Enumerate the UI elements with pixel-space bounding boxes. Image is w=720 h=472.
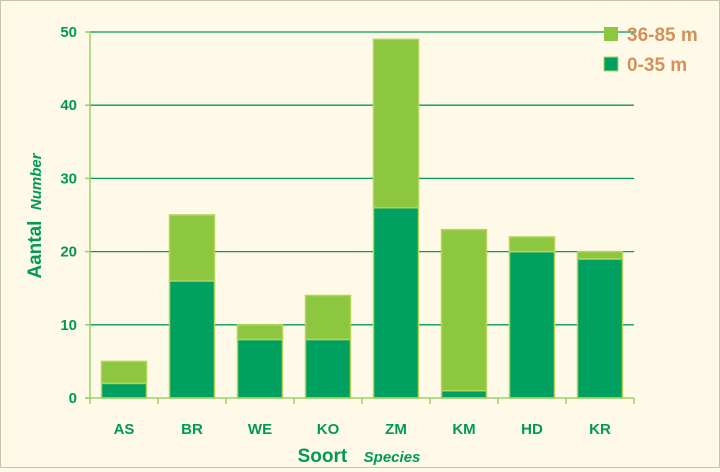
- y-tick-label-50: 50: [60, 24, 77, 41]
- bar-km-0-35: [440, 389, 488, 399]
- x-tick-label-zm: ZM: [385, 421, 407, 438]
- x-axis-title-sub: Species: [364, 449, 421, 466]
- bar-as-36-85: [100, 360, 148, 385]
- x-tick-label-br: BR: [181, 421, 203, 438]
- y-tick-label-30: 30: [60, 170, 77, 187]
- x-tick-label-hd: HD: [521, 421, 543, 438]
- x-tick-label-km: KM: [452, 421, 475, 438]
- bar-hd-36-85: [508, 236, 556, 253]
- legend-label-36-85: 36-85 m: [627, 25, 698, 46]
- bar-zm-36-85: [372, 38, 420, 209]
- bar-we-0-35: [236, 338, 284, 399]
- y-tick-label-40: 40: [60, 97, 77, 114]
- x-tick-labels: AS BR WE KO ZM KM HD KR: [114, 421, 611, 438]
- y-axis-title: Aantal Number: [25, 152, 46, 278]
- axes: [85, 31, 635, 404]
- y-tick-label-0: 0: [69, 390, 77, 407]
- bar-br-36-85: [168, 214, 216, 282]
- bar-br-0-35: [168, 280, 216, 399]
- x-axis-title-main: Soort: [298, 446, 348, 467]
- bar-km-36-85: [440, 228, 488, 392]
- y-tick-label-10: 10: [60, 317, 77, 334]
- y-axis-title-sub: Number: [28, 152, 45, 210]
- bar-zm-0-35: [372, 206, 420, 399]
- legend-swatch-0-35: [603, 56, 619, 72]
- bar-kr-0-35: [576, 258, 624, 399]
- x-tick-label-as: AS: [114, 421, 135, 438]
- bar-as-0-35: [100, 382, 148, 399]
- legend-label-0-35: 0-35 m: [627, 55, 687, 76]
- bar-ko-0-35: [304, 338, 352, 399]
- y-axis-title-main: Aantal: [25, 221, 46, 279]
- x-tick-label-ko: KO: [317, 421, 340, 438]
- bar-ko-36-85: [304, 294, 352, 341]
- x-tick-label-we: WE: [248, 421, 272, 438]
- x-tick-label-kr: KR: [589, 421, 611, 438]
- legend-swatch-36-85: [604, 27, 618, 41]
- bars: [100, 38, 624, 399]
- x-axis-title: Soort Species: [298, 446, 421, 467]
- y-tick-label-20: 20: [60, 244, 77, 261]
- legend: 36-85 m 0-35 m: [603, 25, 698, 76]
- bar-we-36-85: [236, 324, 284, 341]
- bar-hd-0-35: [508, 250, 556, 399]
- bar-kr-36-85: [576, 250, 624, 260]
- y-tick-labels: 0 10 20 30 40 50: [60, 24, 77, 407]
